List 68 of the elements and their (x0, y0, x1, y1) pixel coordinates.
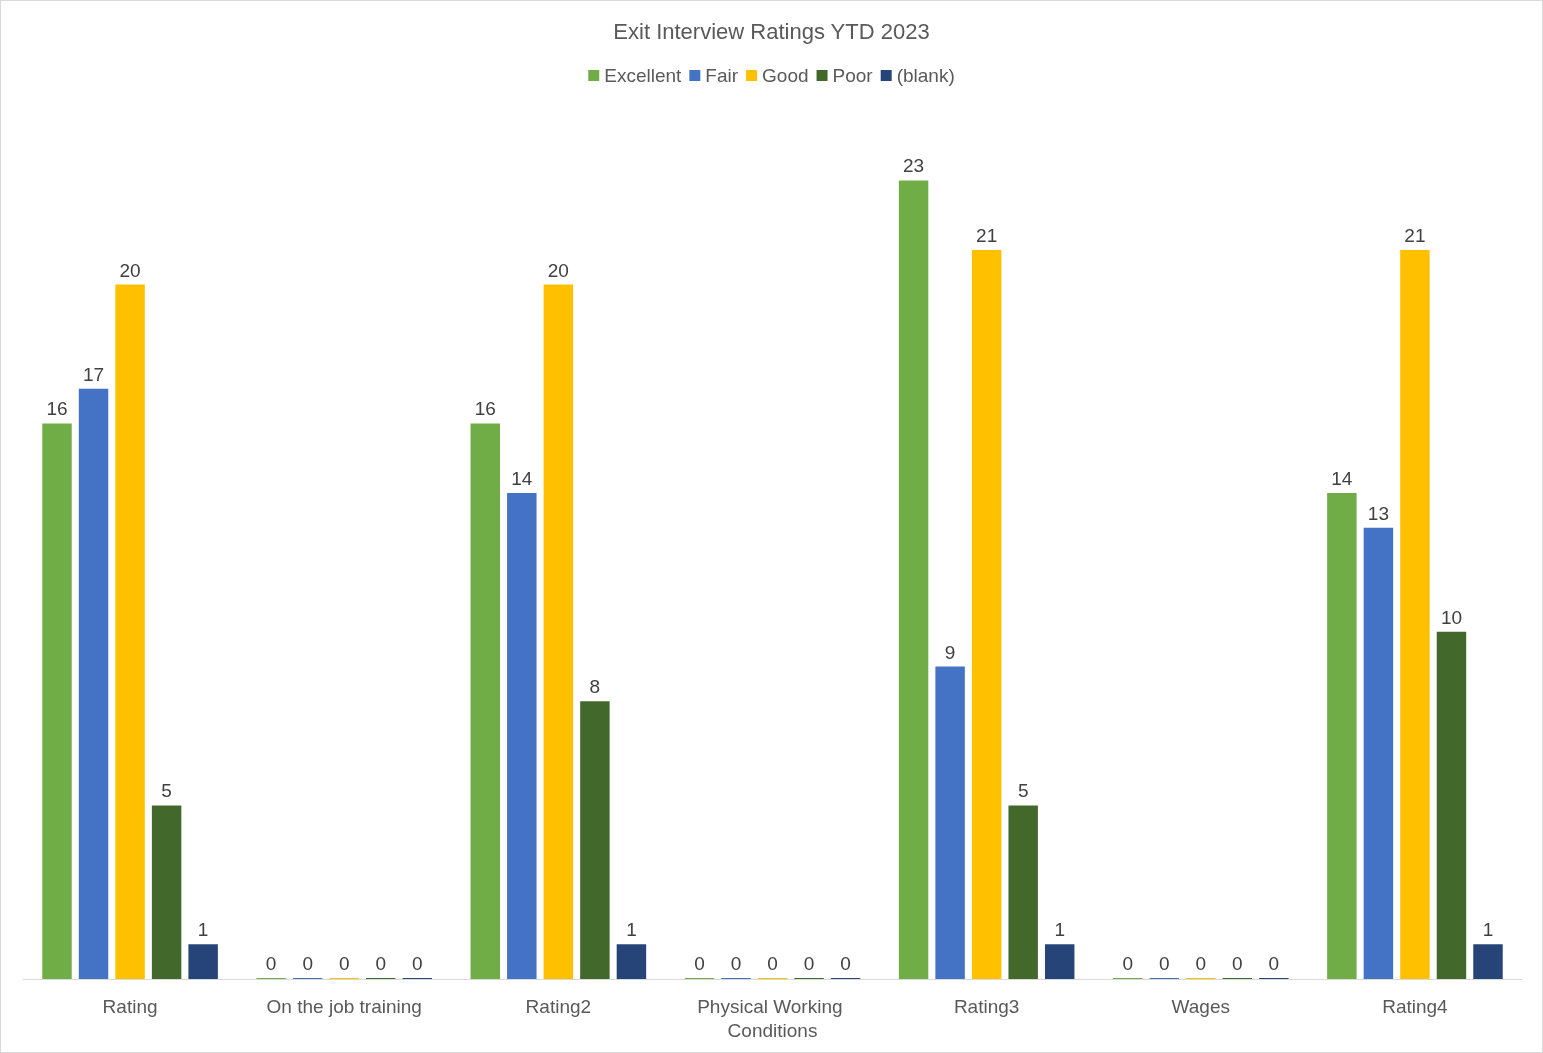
x-tick-label: Rating3 (953, 995, 1020, 1017)
bar (188, 944, 218, 979)
data-label: 8 (589, 676, 601, 698)
data-label: 16 (46, 398, 68, 420)
bar (1400, 249, 1430, 979)
data-label: 20 (547, 259, 569, 281)
bar (115, 284, 145, 979)
bar (151, 805, 182, 979)
data-label: 0 (375, 953, 387, 974)
legend-label: Poor (832, 65, 874, 86)
data-label: 0 (730, 953, 742, 974)
data-label: 1 (626, 919, 637, 941)
x-tick-label: Rating2 (525, 995, 592, 1017)
data-label: 0 (302, 953, 313, 974)
data-label: 14 (511, 467, 533, 489)
data-label: 17 (82, 363, 105, 385)
data-label: 0 (1195, 953, 1207, 974)
data-label: 21 (976, 224, 998, 246)
x-tick-label: Wages (1171, 995, 1230, 1017)
bar (935, 666, 965, 979)
chart-title: Exit Interview Ratings YTD 2023 (613, 18, 930, 44)
data-label: 0 (1232, 953, 1243, 974)
data-label: 20 (119, 259, 141, 281)
bar (78, 388, 109, 979)
data-label: 0 (803, 953, 815, 974)
data-label: 0 (840, 953, 851, 974)
data-label: 0 (265, 953, 277, 974)
data-label: 1 (1054, 919, 1065, 941)
bar (580, 701, 610, 979)
data-label: 14 (1331, 467, 1353, 489)
legend-label: (blank) (896, 65, 955, 86)
data-label: 0 (767, 953, 778, 974)
legend-label: Good (762, 65, 809, 86)
x-tick-label: Rating4 (1382, 995, 1449, 1017)
data-label: 0 (694, 953, 705, 974)
x-tick-label: Physical Working Conditions (697, 995, 848, 1041)
data-label: 0 (411, 953, 423, 974)
bar (1473, 944, 1503, 979)
bar (1436, 631, 1467, 979)
bar (616, 944, 647, 979)
bar (1363, 527, 1394, 979)
legend-label: Excellent (604, 65, 683, 86)
bar (1008, 805, 1038, 979)
bar (971, 249, 1002, 979)
data-label: 16 (474, 398, 496, 420)
bar (898, 180, 929, 979)
data-label: 0 (338, 953, 350, 974)
data-label: 9 (944, 641, 956, 663)
data-label: 23 (903, 155, 925, 177)
data-label: 10 (1440, 606, 1463, 628)
data-label: 1 (1482, 919, 1494, 941)
bar (507, 492, 537, 979)
bar (470, 423, 501, 979)
data-label: 5 (161, 780, 172, 802)
x-tick-label: Rating (102, 995, 158, 1017)
data-label: 1 (197, 919, 209, 941)
x-tick-label: On the job training (266, 995, 422, 1017)
legend-label: Fair (705, 65, 739, 86)
data-label: 13 (1367, 502, 1389, 524)
data-label: 21 (1404, 224, 1426, 246)
bar (1327, 492, 1357, 979)
bar (42, 423, 72, 979)
bar (1044, 944, 1075, 979)
data-label: 0 (1158, 953, 1170, 974)
data-label: 0 (1268, 953, 1280, 974)
bar (543, 284, 574, 979)
data-label: 5 (1017, 780, 1029, 802)
data-label: 0 (1122, 953, 1134, 974)
